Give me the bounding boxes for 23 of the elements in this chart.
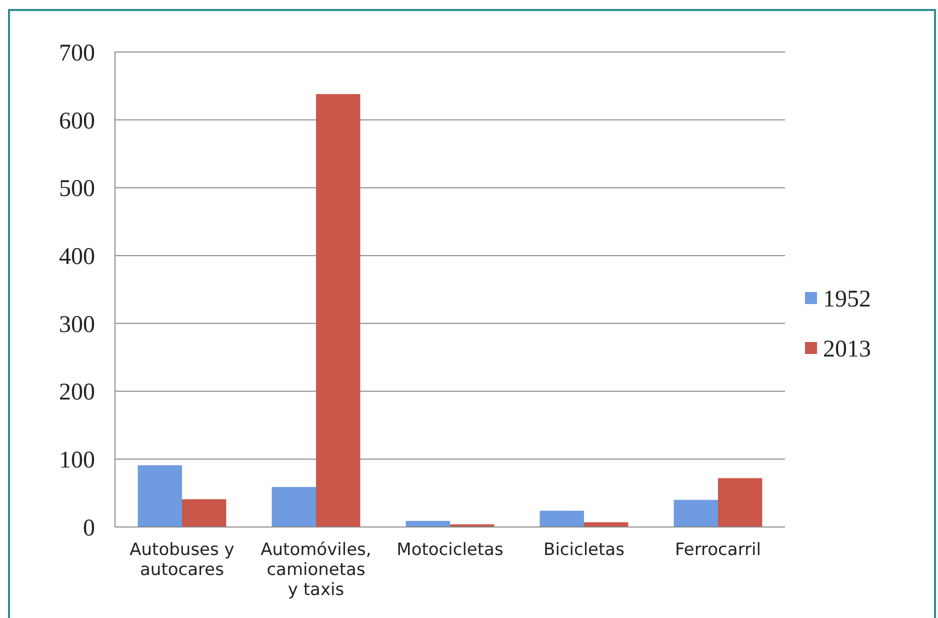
bar [674, 500, 718, 527]
y-tick-label: 600 [59, 108, 95, 134]
y-tick-label: 500 [59, 176, 95, 202]
y-tick-label: 0 [83, 515, 95, 542]
y-tick-label: 100 [59, 448, 95, 474]
bar [316, 94, 360, 527]
bar [718, 478, 762, 527]
y-tick-label: 700 [59, 40, 95, 66]
x-tick-label: Ferrocarril [675, 540, 761, 560]
y-tick-label: 300 [59, 312, 95, 338]
x-tick-label: Bicicletas [544, 540, 625, 560]
bar [182, 499, 226, 527]
x-tick-label: Autobuses y autocares [130, 540, 234, 580]
bar [540, 510, 584, 527]
legend-label: 1952 [823, 286, 871, 312]
bar [406, 520, 450, 527]
y-tick-label: 200 [59, 380, 95, 406]
x-tick-label: Motocicletas [396, 540, 504, 560]
legend-label: 2013 [823, 336, 871, 362]
y-tick-label: 400 [59, 244, 95, 270]
x-tick-label: Automóviles, camionetas y taxis [260, 540, 372, 600]
bar [138, 465, 182, 527]
bar [272, 486, 316, 527]
